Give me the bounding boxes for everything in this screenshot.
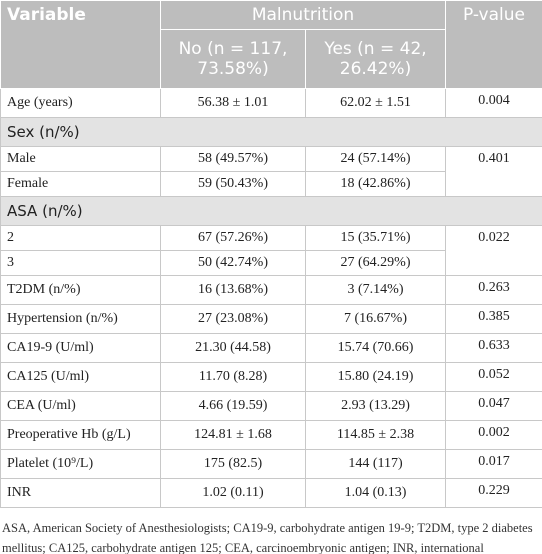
table-row: INR 1.02 (0.11) 1.04 (0.13) 0.229 — [0, 478, 542, 508]
row-label: CEA (U/ml) — [0, 391, 161, 421]
table-row: Female 59 (50.43%) 18 (42.86%) — [0, 171, 542, 197]
header-no: No (n = 117, 73.58%) — [160, 29, 306, 89]
p-value: 0.052 — [445, 362, 542, 392]
no-value: 175 (82.5) — [160, 449, 306, 479]
p-value: 0.401 — [445, 146, 542, 197]
row-label: Platelet (10⁹/L) — [0, 449, 161, 479]
row-label: T2DM (n/%) — [0, 275, 161, 305]
no-value: 50 (42.74%) — [160, 250, 306, 276]
table-row: 2 67 (57.26%) 15 (35.71%) 0.022 — [0, 225, 542, 276]
p-value: 0.047 — [445, 391, 542, 421]
no-value: 16 (13.68%) — [160, 275, 306, 305]
no-value: 59 (50.43%) — [160, 171, 306, 197]
p-value: 0.022 — [445, 225, 542, 276]
header-yes: Yes (n = 42, 26.42%) — [305, 29, 446, 89]
table-row: Age (years) 56.38 ± 1.01 62.02 ± 1.51 0.004 — [0, 88, 542, 118]
yes-value: 27 (64.29%) — [305, 250, 446, 276]
no-value: 1.02 (0.11) — [160, 478, 306, 508]
no-value: 21.30 (44.58) — [160, 333, 306, 363]
section-label: Sex (n/%) — [0, 117, 542, 147]
no-value: 124.81 ± 1.68 — [160, 420, 306, 450]
table-row: Platelet (10⁹/L) 175 (82.5) 144 (117) 0.017 — [0, 449, 542, 479]
row-label: 2 — [0, 225, 161, 251]
no-value: 27 (23.08%) — [160, 304, 306, 334]
yes-value: 18 (42.86%) — [305, 171, 446, 197]
no-value: 67 (57.26%) — [160, 225, 306, 251]
yes-value: 15 (35.71%) — [305, 225, 446, 251]
section-label: ASA (n/%) — [0, 196, 542, 226]
row-label: INR — [0, 478, 161, 508]
p-value: 0.017 — [445, 449, 542, 479]
row-label: Male — [0, 146, 161, 172]
p-value: 0.385 — [445, 304, 542, 334]
p-value: 0.633 — [445, 333, 542, 363]
header-p-value: P-value — [445, 0, 542, 89]
yes-value: 114.85 ± 2.38 — [305, 420, 446, 450]
yes-value: 7 (16.67%) — [305, 304, 446, 334]
row-label: Hypertension (n/%) — [0, 304, 161, 334]
table-row: Sex (n/%) — [0, 117, 542, 147]
table-row: Preoperative Hb (g/L) 124.81 ± 1.68 114.85… — [0, 420, 542, 450]
p-value: 0.229 — [445, 478, 542, 508]
yes-value: 62.02 ± 1.51 — [305, 88, 446, 118]
row-label: CA19-9 (U/ml) — [0, 333, 161, 363]
table-row: 3 50 (42.74%) 27 (64.29%) — [0, 250, 542, 276]
row-label: 3 — [0, 250, 161, 276]
p-value: 0.004 — [445, 88, 542, 118]
no-value: 4.66 (19.59) — [160, 391, 306, 421]
yes-value: 15.80 (24.19) — [305, 362, 446, 392]
yes-value: 3 (7.14%) — [305, 275, 446, 305]
yes-value: 15.74 (70.66) — [305, 333, 446, 363]
footnote: ASA, American Society of Anesthesiologis… — [2, 521, 533, 554]
no-value: 56.38 ± 1.01 — [160, 88, 306, 118]
table-row: CA19-9 (U/ml) 21.30 (44.58) 15.74 (70.66) 0… — [0, 333, 542, 363]
header-group: Malnutrition — [160, 0, 446, 30]
table-row: Hypertension (n/%) 27 (23.08%) 7 (16.67%) 0… — [0, 304, 542, 334]
table-row: ASA (n/%) — [0, 196, 542, 226]
row-label: Preoperative Hb (g/L) — [0, 420, 161, 450]
p-value: 0.002 — [445, 420, 542, 450]
table-body: Age (years) 56.38 ± 1.01 62.02 ± 1.51 0.004… — [0, 88, 542, 508]
header-variable: Variable — [0, 0, 161, 89]
table: Variable Malnutrition P-value No (n = 11… — [0, 0, 542, 508]
no-value: 58 (49.57%) — [160, 146, 306, 172]
table-row: CEA (U/ml) 4.66 (19.59) 2.93 (13.29) 0.047 — [0, 391, 542, 421]
row-label: Female — [0, 171, 161, 197]
yes-value: 24 (57.14%) — [305, 146, 446, 172]
yes-value: 144 (117) — [305, 449, 446, 479]
table-row: T2DM (n/%) 16 (13.68%) 3 (7.14%) 0.263 — [0, 275, 542, 305]
no-value: 11.70 (8.28) — [160, 362, 306, 392]
row-label: CA125 (U/ml) — [0, 362, 161, 392]
table-row: CA125 (U/ml) 11.70 (8.28) 15.80 (24.19) 0.0… — [0, 362, 542, 392]
p-value: 0.263 — [445, 275, 542, 305]
yes-value: 1.04 (0.13) — [305, 478, 446, 508]
yes-value: 2.93 (13.29) — [305, 391, 446, 421]
row-label: Age (years) — [0, 88, 161, 118]
table-row: Male 58 (49.57%) 24 (57.14%) 0.401 — [0, 146, 542, 197]
